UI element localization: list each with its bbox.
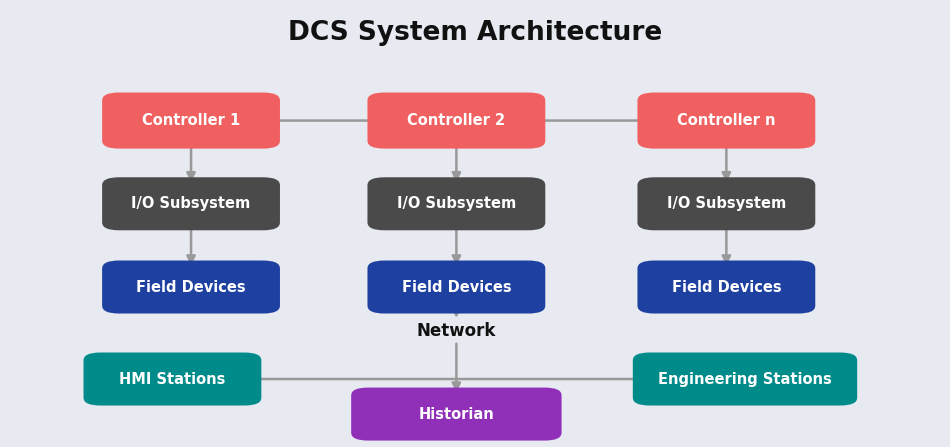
FancyBboxPatch shape (637, 93, 815, 148)
Text: I/O Subsystem: I/O Subsystem (667, 196, 786, 211)
FancyBboxPatch shape (368, 261, 545, 313)
FancyBboxPatch shape (103, 93, 280, 148)
Text: Controller 2: Controller 2 (408, 113, 505, 128)
FancyBboxPatch shape (633, 353, 857, 405)
FancyBboxPatch shape (637, 177, 815, 230)
Text: HMI Stations: HMI Stations (120, 371, 225, 387)
Text: Field Devices: Field Devices (672, 279, 781, 295)
FancyBboxPatch shape (637, 261, 815, 313)
FancyBboxPatch shape (103, 177, 280, 230)
Text: Controller 1: Controller 1 (142, 113, 240, 128)
Text: Network: Network (417, 322, 496, 340)
Text: I/O Subsystem: I/O Subsystem (131, 196, 251, 211)
FancyBboxPatch shape (84, 353, 261, 405)
Text: Field Devices: Field Devices (136, 279, 246, 295)
Text: Engineering Stations: Engineering Stations (658, 371, 832, 387)
FancyBboxPatch shape (103, 261, 280, 313)
Text: DCS System Architecture: DCS System Architecture (288, 20, 662, 46)
FancyBboxPatch shape (368, 93, 545, 148)
Text: Controller n: Controller n (677, 113, 775, 128)
FancyBboxPatch shape (352, 388, 561, 441)
Text: I/O Subsystem: I/O Subsystem (397, 196, 516, 211)
Text: Historian: Historian (419, 407, 494, 422)
Text: Field Devices: Field Devices (402, 279, 511, 295)
FancyBboxPatch shape (368, 177, 545, 230)
